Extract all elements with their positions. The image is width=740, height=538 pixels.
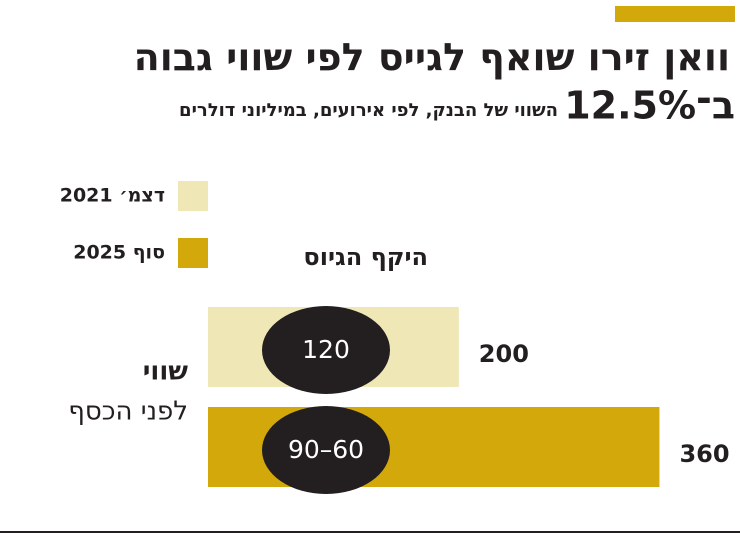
- legend-label: סוף 2025: [73, 242, 165, 264]
- funding-label: היקף הגיוס: [303, 243, 428, 271]
- chart-subtitle: השווי של הבנק, לפי אירועים, במיליוני דול…: [179, 100, 558, 121]
- chart-title: ב־12.5%: [564, 84, 735, 128]
- funding-ellipse: [262, 406, 390, 494]
- legend-swatch: [178, 238, 208, 268]
- category-label: לפני הכסף: [68, 397, 188, 427]
- category-label: שווי: [143, 357, 189, 387]
- funding-ellipse: [262, 306, 390, 394]
- chart-title: וואן זירו שואף לגייס לפי שווי גבוה: [134, 36, 730, 80]
- value-label: 200: [479, 340, 529, 368]
- legend-swatch: [178, 181, 208, 211]
- funding-value: 120: [302, 335, 350, 364]
- top-rule: [615, 6, 735, 22]
- value-label: 360: [679, 440, 729, 468]
- funding-value: 90–60: [288, 435, 364, 464]
- legend-label: דצמ׳ 2021: [60, 185, 165, 207]
